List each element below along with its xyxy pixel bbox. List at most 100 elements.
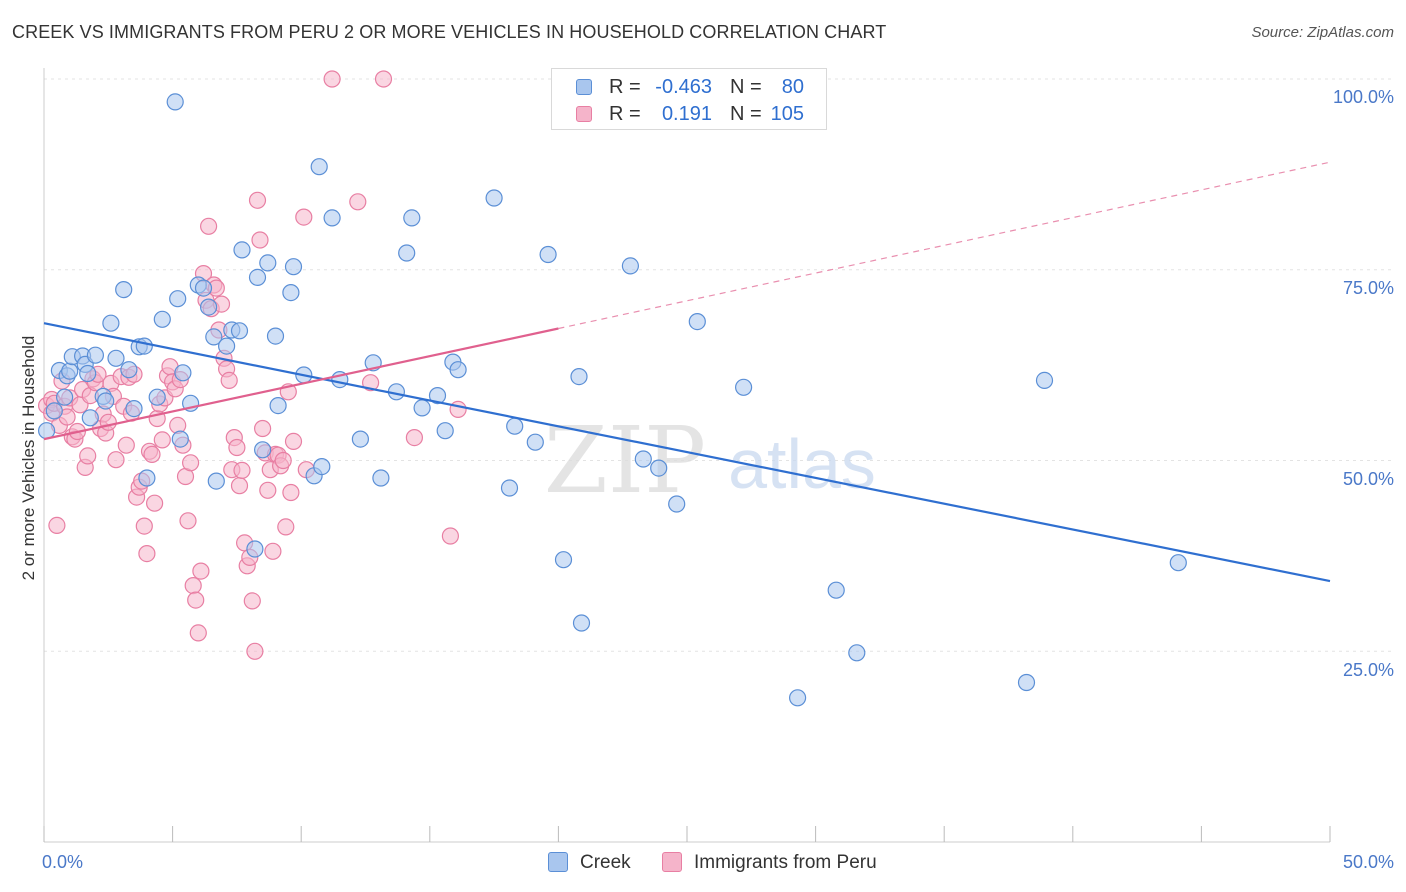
creek-point <box>248 268 267 286</box>
peru-point <box>228 438 246 457</box>
axes <box>43 68 1331 843</box>
creek-point <box>284 258 303 276</box>
creek-point <box>55 388 74 406</box>
creek-point <box>148 388 166 406</box>
peru-point <box>107 451 125 469</box>
y-tick-label: 75.0% <box>1342 278 1394 298</box>
peru-point <box>143 445 161 463</box>
creek-trend-line <box>43 322 1331 583</box>
creek-point <box>125 400 143 418</box>
bottom-legend-creek-label: Creek <box>580 852 631 873</box>
bottom-legend-creek: Creek <box>548 852 631 874</box>
creek-point <box>194 279 213 297</box>
peru-point <box>295 208 313 226</box>
peru-point <box>259 481 277 499</box>
peru-point <box>362 374 380 392</box>
legend-n-label: N = <box>730 103 762 125</box>
creek-points <box>37 93 1187 707</box>
creek-point <box>1169 554 1187 572</box>
legend-r-value: 0.191 <box>661 103 712 125</box>
creek-point <box>351 430 369 448</box>
creek-point <box>169 290 187 308</box>
creek-point <box>230 322 249 340</box>
peru-point <box>349 193 367 211</box>
x-tick-label-max: 50.0% <box>1342 852 1394 872</box>
creek-point <box>266 327 285 345</box>
peru-point <box>441 527 459 545</box>
creek-point <box>310 158 328 176</box>
peru-point <box>243 592 261 610</box>
creek-point <box>1035 371 1054 389</box>
peru-point <box>179 512 197 530</box>
creek-point <box>570 368 588 386</box>
creek-point <box>115 281 133 299</box>
creek-point <box>174 364 192 382</box>
bottom-legend-peru: Immigrants from Peru <box>662 852 877 874</box>
creek-point <box>688 313 706 331</box>
peru-point <box>99 413 117 431</box>
creek-point <box>734 378 753 396</box>
creek-point <box>45 402 63 420</box>
creek-point <box>233 241 251 259</box>
correlation-legend: R = -0.463 N = 80 R = 0.191 N = 105 <box>551 68 827 130</box>
creek-point <box>827 581 845 599</box>
creek-point <box>254 441 272 459</box>
peru-point <box>282 483 300 502</box>
creek-point <box>526 433 544 451</box>
creek-point <box>81 409 99 427</box>
legend-row-peru: R = 0.191 N = 105 <box>552 100 826 128</box>
legend-row-creek: R = -0.463 N = 80 <box>552 73 826 101</box>
creek-point <box>506 417 524 435</box>
creek-point <box>153 310 171 328</box>
bottom-legend-peru-label: Immigrants from Peru <box>694 852 877 873</box>
peru-point <box>138 544 156 563</box>
creek-point <box>86 346 105 364</box>
creek-point <box>668 495 686 513</box>
creek-point <box>848 644 866 662</box>
creek-point <box>200 298 218 316</box>
y-axis-title: 2 or more Vehicles in Household <box>19 335 38 581</box>
peru-swatch <box>662 852 682 872</box>
peru-point <box>117 436 135 454</box>
peru-point <box>48 516 66 535</box>
peru-point <box>182 454 200 472</box>
trend-lines <box>43 161 1331 583</box>
creek-point <box>634 450 652 468</box>
creek-point <box>650 459 668 477</box>
peru-point <box>192 562 210 580</box>
creek-point <box>269 397 287 415</box>
peru-trend-line <box>43 327 559 441</box>
peru-point <box>405 429 423 447</box>
creek-point <box>428 387 447 405</box>
creek-point <box>246 540 264 558</box>
peru-point <box>374 70 393 88</box>
peru-point <box>323 70 341 88</box>
creek-point <box>572 614 591 632</box>
peru-point <box>264 542 282 560</box>
peru-trend-extension <box>558 161 1331 330</box>
creek-point <box>97 392 115 410</box>
creek-point <box>138 469 156 487</box>
creek-point <box>500 479 519 497</box>
peru-point <box>189 624 207 642</box>
watermark-atlas: atlas <box>728 425 876 503</box>
creek-point <box>120 361 138 379</box>
creek-swatch <box>576 79 592 95</box>
creek-point <box>282 284 300 302</box>
peru-point <box>230 477 249 495</box>
creek-point <box>313 458 331 476</box>
peru-point <box>184 576 202 595</box>
creek-point <box>102 314 120 332</box>
creek-point <box>207 472 225 490</box>
y-tick-label: 50.0% <box>1342 469 1394 489</box>
legend-r-value: -0.463 <box>655 76 712 98</box>
peru-point <box>220 371 238 389</box>
peru-point <box>248 191 267 209</box>
creek-point <box>539 245 557 264</box>
creek-point <box>788 689 807 707</box>
peru-point <box>135 517 153 535</box>
peru-point <box>153 431 171 449</box>
peru-swatch <box>576 106 592 122</box>
creek-point <box>218 337 236 355</box>
